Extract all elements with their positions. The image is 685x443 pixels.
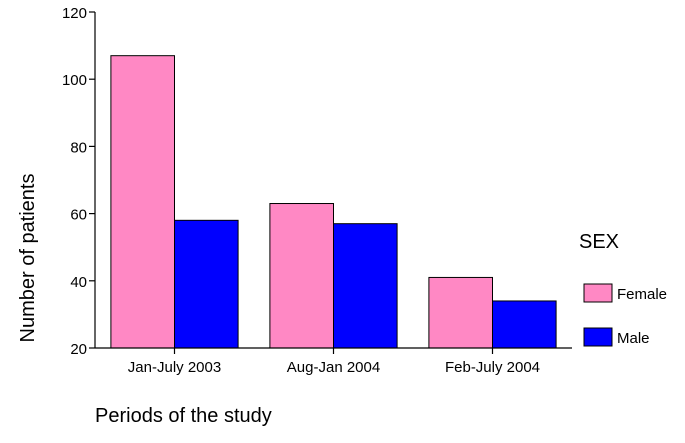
- y-tick-label-20: 20: [70, 341, 87, 358]
- bar-female-3: [428, 276, 493, 349]
- x-tick-label-3: Feb-July 2004: [445, 359, 540, 376]
- bars-layer: [110, 55, 557, 349]
- x-tick-label-2: Aug-Jan 2004: [287, 359, 380, 376]
- bar-female-2: [269, 203, 334, 349]
- legend-swatch-male: [583, 327, 613, 347]
- y-tick-label-80: 80: [70, 139, 87, 156]
- legend-swatch-female: [583, 283, 613, 303]
- y-tick-label-120: 120: [62, 5, 87, 22]
- bar-male-2: [333, 223, 398, 349]
- ticks-layer: 20 40 60 80 100 120 Jan-July 2003 Aug-Jan 2004 F…: [62, 5, 540, 376]
- legend-label-female: Female: [617, 286, 667, 303]
- x-axis-title: Periods of the study: [95, 405, 272, 427]
- legend-title: SEX: [579, 231, 619, 253]
- legend-label-male: Male: [617, 330, 650, 347]
- bar-female-1: [110, 55, 175, 349]
- legend: Female Male: [583, 283, 667, 347]
- y-axis-title: Number of patients: [17, 174, 39, 343]
- y-tick-label-100: 100: [62, 72, 87, 89]
- y-tick-label-60: 60: [70, 207, 87, 224]
- bar-male-3: [492, 300, 557, 349]
- bar-male-1: [174, 219, 239, 349]
- y-tick-label-40: 40: [70, 274, 87, 291]
- x-tick-label-1: Jan-July 2003: [128, 359, 221, 376]
